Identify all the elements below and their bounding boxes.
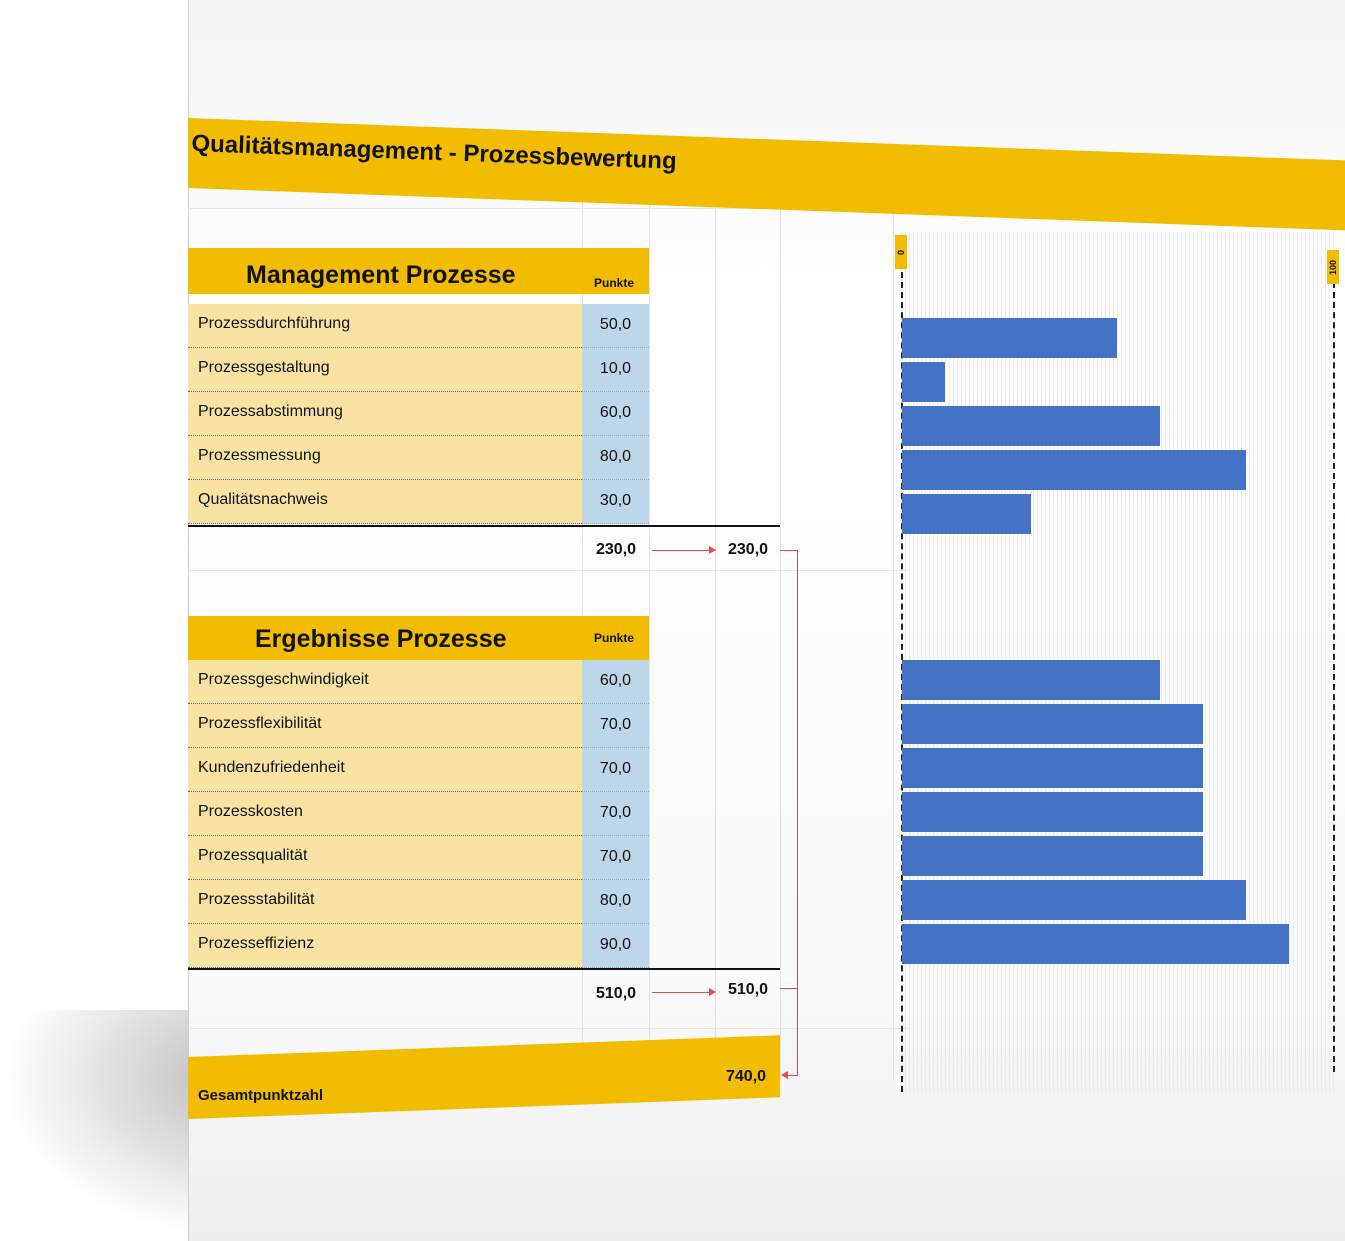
management-row-value[interactable]: 80,0 xyxy=(582,436,649,480)
management-row-value[interactable]: 10,0 xyxy=(582,348,649,392)
row-label-text: Prozessgeschwindigkeit xyxy=(198,671,369,688)
bar-prozessgeschwindigkeit xyxy=(902,660,1160,700)
row-value-text: 90,0 xyxy=(599,936,632,953)
ergebnisse-row-value[interactable]: 70,0 xyxy=(582,792,649,836)
title-bar xyxy=(188,118,1345,231)
bar-prozesseffizienz xyxy=(902,924,1289,964)
row-value-text: 70,0 xyxy=(599,804,632,821)
spreadsheet-page: Qualitätsmanagement - Prozessbewertung M… xyxy=(188,0,1345,1241)
management-header xyxy=(188,248,649,294)
ergebnisse-row-value[interactable]: 90,0 xyxy=(582,924,649,968)
management-row-value[interactable]: 50,0 xyxy=(582,304,649,348)
grid-row-line xyxy=(188,570,908,571)
management-row-value[interactable]: 60,0 xyxy=(582,392,649,436)
management-sum-rule xyxy=(188,525,780,527)
management-row-label[interactable]: Qualitätsnachweis xyxy=(188,480,582,524)
bar-prozessmessung xyxy=(902,450,1246,490)
row-label-text: Prozessgestaltung xyxy=(198,359,330,376)
management-sum: 230,0 xyxy=(596,541,637,558)
row-value-text: 70,0 xyxy=(599,716,632,733)
bar-prozessflexibilität xyxy=(902,704,1203,744)
ergebnisse-punkte-label: Punkte xyxy=(594,631,635,645)
ergebnisse-row-value[interactable]: 80,0 xyxy=(582,880,649,924)
management-punkte-label: Punkte xyxy=(594,276,635,290)
row-value-text: 60,0 xyxy=(599,672,632,689)
row-value-text: 50,0 xyxy=(599,316,632,333)
ergebnisse-sum: 510,0 xyxy=(596,985,637,1002)
ergebnisse-row-label[interactable]: Prozessqualität xyxy=(188,836,582,880)
management-row-value[interactable]: 30,0 xyxy=(582,480,649,524)
axis-max-line xyxy=(1333,282,1335,1072)
row-label-text: Prozessdurchführung xyxy=(198,315,351,332)
arrow-head-right xyxy=(709,546,716,554)
arrow-line xyxy=(652,550,712,551)
bracket-line xyxy=(797,550,798,1075)
row-label-text: Prozesskosten xyxy=(198,803,303,820)
tick-label-0: 0 xyxy=(895,235,907,269)
bar-qualitätsnachweis xyxy=(902,494,1031,534)
bar-prozessstabilität xyxy=(902,880,1246,920)
management-row-label[interactable]: Prozessdurchführung xyxy=(188,304,582,348)
ergebnisse-row-label[interactable]: Kundenzufriedenheit xyxy=(188,748,582,792)
arrow-head-right xyxy=(709,988,716,996)
row-label-text: Prozessqualität xyxy=(198,847,308,864)
row-label-text: Prozessmessung xyxy=(198,447,321,464)
ergebnisse-header xyxy=(188,616,649,662)
ergebnisse-row-value[interactable]: 60,0 xyxy=(582,660,649,704)
row-label-text: Prozessstabilität xyxy=(198,891,315,908)
grid-column-line xyxy=(649,180,650,1080)
ergebnisse-row-label[interactable]: Prozessgeschwindigkeit xyxy=(188,660,582,704)
bracket-line xyxy=(780,550,798,551)
row-value-text: 60,0 xyxy=(599,404,632,421)
grid-column-line xyxy=(893,180,894,1080)
management-title: Management Prozesse xyxy=(246,261,516,289)
row-label-text: Kundenzufriedenheit xyxy=(198,759,345,776)
total-label: Gesamtpunktzahl xyxy=(198,1087,324,1104)
bracket-line xyxy=(788,1075,798,1076)
bracket-line xyxy=(780,988,798,989)
row-value-text: 10,0 xyxy=(599,360,632,377)
ergebnisse-row-label[interactable]: Prozesskosten xyxy=(188,792,582,836)
management-sum-carry: 230,0 xyxy=(728,541,769,558)
bar-prozessdurchführung xyxy=(902,318,1117,358)
arrow-head-left xyxy=(781,1071,788,1079)
arrow-line xyxy=(652,992,712,993)
bar-prozessabstimmung xyxy=(902,406,1160,446)
row-label-text: Prozesseffizienz xyxy=(198,935,315,952)
bar-prozessgestaltung xyxy=(902,362,945,402)
total-bar xyxy=(188,1035,780,1119)
ergebnisse-row-value[interactable]: 70,0 xyxy=(582,748,649,792)
ergebnisse-sum-rule xyxy=(188,968,780,970)
total-value: 740,0 xyxy=(726,1068,767,1085)
management-row-label[interactable]: Prozessmessung xyxy=(188,436,582,480)
bar-chart: 0 100 xyxy=(895,232,1339,1092)
row-label-text: Prozessabstimmung xyxy=(198,403,343,420)
bar-prozessqualität xyxy=(902,836,1203,876)
ergebnisse-title: Ergebnisse Prozesse xyxy=(255,625,507,653)
row-value-text: 80,0 xyxy=(599,892,632,909)
row-value-text: 30,0 xyxy=(599,492,632,509)
ergebnisse-row-label[interactable]: Prozessflexibilität xyxy=(188,704,582,748)
row-label-text: Prozessflexibilität xyxy=(198,715,322,732)
row-value-text: 80,0 xyxy=(599,448,632,465)
grid-column-line xyxy=(715,180,716,1080)
ergebnisse-row-label[interactable]: Prozessstabilität xyxy=(188,880,582,924)
tick-label-100: 100 xyxy=(1327,250,1339,284)
row-value-text: 70,0 xyxy=(599,760,632,777)
management-row-label[interactable]: Prozessabstimmung xyxy=(188,392,582,436)
ergebnisse-row-label[interactable]: Prozesseffizienz xyxy=(188,924,582,968)
management-row-label[interactable]: Prozessgestaltung xyxy=(188,348,582,392)
bar-prozesskosten xyxy=(902,792,1203,832)
grid-column-line xyxy=(780,180,781,1080)
ergebnisse-sum-carry: 510,0 xyxy=(728,981,769,998)
bar-kundenzufriedenheit xyxy=(902,748,1203,788)
row-label-text: Qualitätsnachweis xyxy=(198,491,328,508)
ergebnisse-row-value[interactable]: 70,0 xyxy=(582,704,649,748)
row-value-text: 70,0 xyxy=(599,848,632,865)
ergebnisse-row-value[interactable]: 70,0 xyxy=(582,836,649,880)
grid-row-line xyxy=(188,1028,908,1029)
